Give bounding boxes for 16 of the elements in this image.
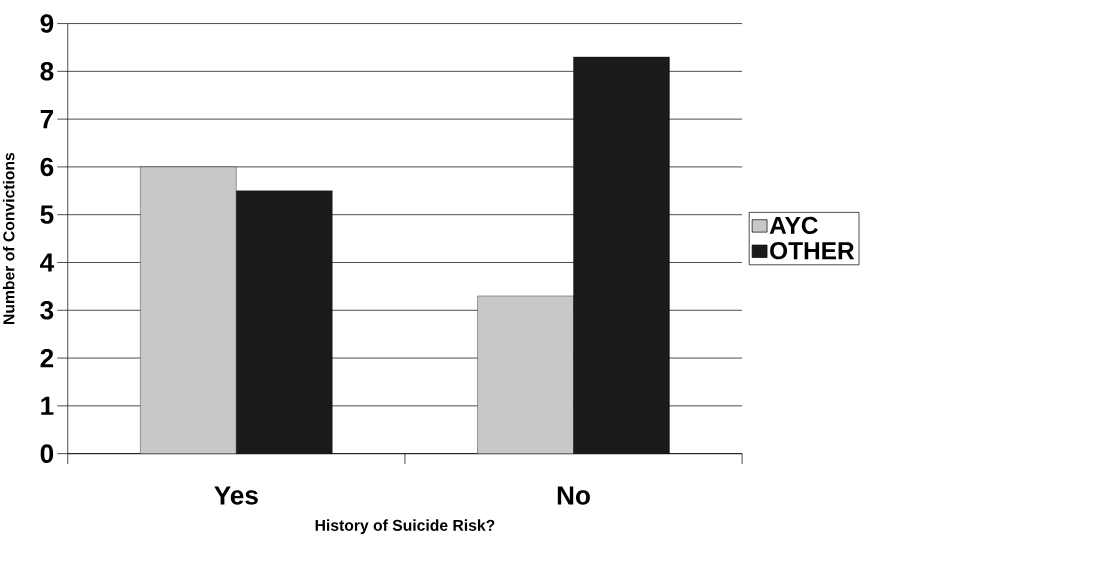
y-tick-label: 2 <box>40 348 54 368</box>
y-tick-label: 6 <box>40 157 54 177</box>
y-tick-label: 7 <box>40 110 54 129</box>
y-tick-label: 8 <box>40 62 54 81</box>
legend-label: AYC <box>769 216 818 235</box>
x-axis-title: History of Suicide Risk? <box>315 519 495 534</box>
y-tick-label: 9 <box>40 14 54 33</box>
y-tick-label: 3 <box>40 300 54 320</box>
y-axis-title: Number of Convictions <box>2 152 15 324</box>
x-tick-label: No <box>557 486 590 505</box>
legend-label: OTHER <box>770 242 855 260</box>
y-tick-label: 1 <box>41 396 54 415</box>
x-tick-label: Yes <box>214 486 258 505</box>
y-tick-label: 0 <box>40 444 54 463</box>
y-tick-label: 5 <box>40 205 54 224</box>
y-tick-label: 4 <box>40 253 55 272</box>
